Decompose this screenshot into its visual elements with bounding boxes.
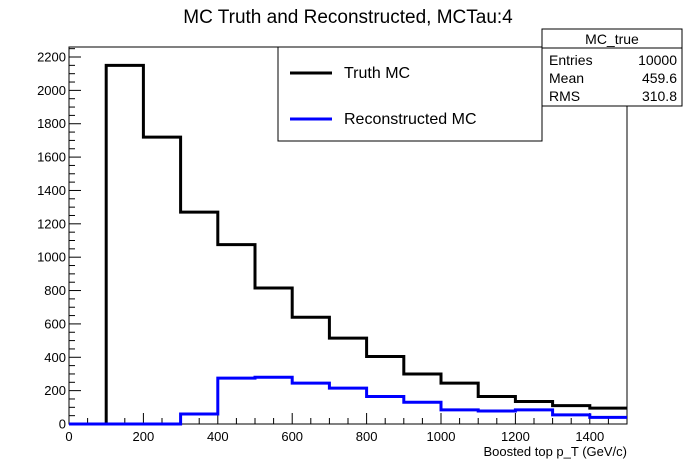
x-tick-label: 400 (207, 429, 229, 444)
stats-rms-label: RMS (549, 88, 580, 104)
y-tick-label: 200 (44, 383, 66, 398)
y-tick-label: 400 (44, 350, 66, 365)
y-axis: 0 200 400 600 800 1000 1200 1400 1600 1800 2000 220… (37, 48, 81, 432)
legend-label-truth: Truth MC (344, 65, 410, 82)
y-tick-label: 1200 (37, 216, 66, 231)
y-tick-label: 1000 (37, 250, 66, 265)
stats-box-title: MC_true (585, 31, 639, 47)
y-tick-label: 1400 (37, 183, 66, 198)
stats-entries-value: 10000 (638, 52, 677, 68)
stats-mean-value: 459.6 (642, 70, 677, 86)
stats-box-frame (541, 28, 683, 107)
x-tick-label: 1200 (501, 429, 530, 444)
x-tick-label: 1400 (575, 429, 604, 444)
series-line-truth-mc (69, 63, 627, 426)
series-layer (69, 63, 627, 426)
stats-entries-label: Entries (549, 52, 593, 68)
y-tick-label: 0 (59, 417, 66, 432)
x-tick-label: 600 (281, 429, 303, 444)
x-tick-label: 0 (65, 429, 72, 444)
stats-rms-value: 310.8 (642, 88, 677, 104)
y-tick-label: 2000 (37, 83, 66, 98)
chart-title: MC Truth and Reconstructed, MCTau:4 (183, 7, 513, 28)
y-tick-label: 1600 (37, 150, 66, 165)
legend-label-reconstructed: Reconstructed MC (344, 111, 477, 128)
y-tick-label: 1800 (37, 116, 66, 131)
stats-box: MC_true Entries 10000 Mean 459.6 RMS 310… (541, 28, 683, 107)
x-tick-label: 1000 (427, 429, 456, 444)
series-line-reconstructed-mc (69, 375, 627, 426)
y-tick-label: 600 (44, 316, 66, 331)
legend-box (277, 46, 543, 142)
legend: Truth MC Reconstructed MC (277, 46, 543, 142)
x-axis-label: Boosted top p_T (GeV/c) (483, 444, 627, 459)
x-tick-label: 200 (133, 429, 155, 444)
y-tick-label: 800 (44, 283, 66, 298)
stats-mean-label: Mean (549, 70, 584, 86)
x-axis: 0 200 400 600 800 1000 1200 1400 (65, 413, 628, 444)
y-tick-label: 2200 (37, 50, 66, 65)
x-tick-label: 800 (356, 429, 378, 444)
